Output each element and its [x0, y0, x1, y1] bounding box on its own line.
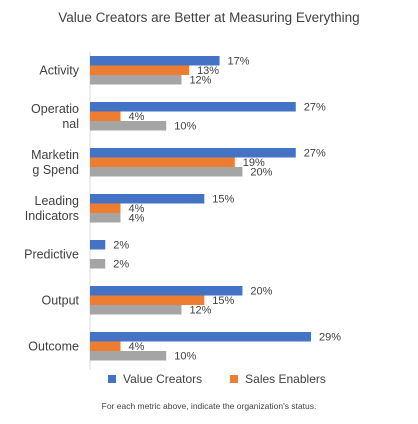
legend-label-sales-enablers: Sales Enablers: [245, 372, 326, 386]
data-label: 20%: [250, 286, 272, 298]
legend-item-sales-enablers: Sales Enablers: [230, 372, 326, 386]
category-label: Indicators: [25, 209, 79, 223]
bar: [90, 56, 220, 66]
data-label: 10%: [174, 121, 196, 133]
category-label: Output: [41, 293, 79, 307]
legend-item-value-creators: Value Creators: [108, 372, 202, 386]
bar: [90, 240, 106, 250]
legend-label-value-creators: Value Creators: [123, 372, 203, 386]
bar: [90, 341, 121, 351]
bar: [90, 157, 235, 167]
category-label: Activity: [39, 63, 79, 77]
data-label: 19%: [243, 157, 265, 169]
data-label: 15%: [212, 194, 234, 206]
bar: [90, 194, 205, 204]
bar: [90, 75, 182, 85]
chart-title: Value Creators are Better at Measuring E…: [58, 10, 360, 25]
bar: [90, 65, 190, 75]
bar: [90, 148, 296, 158]
legend-swatch-sales-enablers: [230, 375, 239, 383]
bar: [90, 102, 296, 112]
bar: [90, 121, 167, 131]
category-label: nal: [62, 117, 79, 131]
legend-swatch-value-creators: [108, 375, 116, 383]
bar: [90, 286, 243, 296]
bar: [90, 167, 243, 177]
data-label: 12%: [189, 75, 211, 87]
data-label: 17%: [228, 56, 250, 68]
bar: [90, 213, 121, 223]
bar: [90, 332, 311, 342]
data-label: 4%: [128, 341, 144, 353]
data-label: 4%: [128, 111, 144, 123]
bar: [90, 259, 106, 269]
data-label: 15%: [212, 295, 234, 307]
category-label: g Spend: [32, 163, 79, 177]
data-label: 13%: [197, 65, 219, 77]
category-label: Predictive: [24, 247, 79, 261]
data-label: 27%: [304, 102, 326, 114]
data-label: 4%: [128, 213, 144, 225]
bar: [90, 305, 182, 315]
data-label: 29%: [319, 332, 341, 344]
bar: [90, 203, 121, 213]
data-label: 4%: [128, 203, 144, 215]
category-label: Leading: [35, 194, 80, 208]
category-label: Outcome: [28, 339, 79, 353]
data-label: 20%: [250, 167, 272, 179]
footnote: For each metric above, indicate the orga…: [101, 401, 317, 411]
bar: [90, 295, 205, 305]
category-label: Marketin: [31, 148, 79, 162]
data-label: 27%: [304, 148, 326, 160]
legend: Value Creators Sales Enablers: [108, 372, 326, 386]
category-label: Operatio: [31, 102, 79, 116]
bar: [90, 351, 167, 361]
data-label: 10%: [174, 351, 196, 363]
data-label: 2%: [113, 259, 129, 271]
bar: [90, 111, 121, 121]
data-label: 12%: [189, 305, 211, 317]
data-label: 2%: [113, 240, 129, 252]
